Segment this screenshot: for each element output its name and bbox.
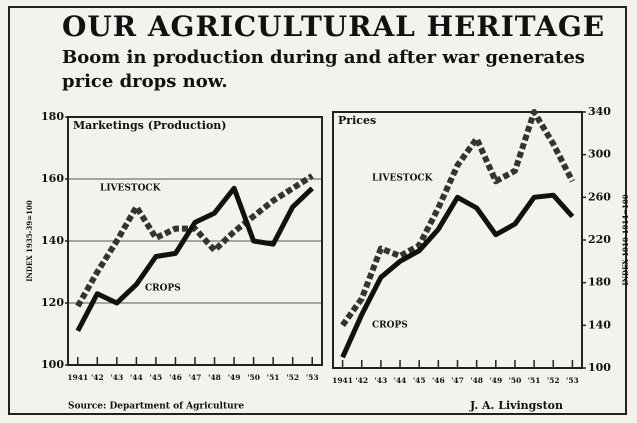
x-tick-label: '53 bbox=[566, 376, 579, 385]
x-tick-label: '46 bbox=[432, 376, 445, 385]
series-line bbox=[343, 112, 573, 325]
x-tick-label: '44 bbox=[130, 373, 143, 382]
y-tick-label: 120 bbox=[41, 296, 64, 309]
y-axis-label: INDEX 1935-39=100 bbox=[25, 200, 34, 282]
x-tick-label: '49 bbox=[489, 376, 502, 385]
x-tick-label: '50 bbox=[247, 373, 260, 382]
series-line bbox=[343, 195, 573, 357]
series-line bbox=[78, 188, 312, 331]
plot-frame bbox=[333, 112, 582, 368]
panel-title: Prices bbox=[338, 114, 376, 127]
y-tick-label: 180 bbox=[41, 110, 64, 123]
x-tick-label: '53 bbox=[306, 373, 319, 382]
y-tick-label: 140 bbox=[588, 318, 611, 331]
x-tick-label: '47 bbox=[189, 373, 202, 382]
x-tick-label: '43 bbox=[110, 373, 123, 382]
y-tick-label: 160 bbox=[41, 172, 64, 185]
x-tick-label: '51 bbox=[267, 373, 280, 382]
x-tick-label: '46 bbox=[169, 373, 182, 382]
y-axis-label: INDEX 1910-1914=100 bbox=[621, 194, 630, 285]
x-tick-label: '42 bbox=[355, 376, 368, 385]
x-tick-label: '44 bbox=[394, 376, 407, 385]
y-tick-label: 340 bbox=[588, 105, 611, 118]
x-tick-label: 1941 bbox=[332, 376, 353, 385]
source: Source: Department of Agriculture bbox=[68, 402, 244, 412]
x-tick-label: '50 bbox=[509, 376, 522, 385]
series-label: CROPS bbox=[372, 321, 408, 331]
x-tick-label: '52 bbox=[547, 376, 560, 385]
panel-title: Marketings (Production) bbox=[73, 119, 226, 132]
series-label: LIVESTOCK bbox=[372, 174, 434, 184]
y-tick-label: 100 bbox=[588, 361, 611, 374]
x-tick-label: '43 bbox=[375, 376, 388, 385]
y-tick-label: 220 bbox=[588, 233, 611, 246]
x-tick-label: '45 bbox=[413, 376, 426, 385]
series-label: CROPS bbox=[145, 284, 181, 294]
x-tick-label: '48 bbox=[470, 376, 483, 385]
y-tick-label: 140 bbox=[41, 234, 64, 247]
series-label: LIVESTOCK bbox=[100, 184, 162, 194]
credit: J. A. Livingston bbox=[469, 399, 563, 412]
y-tick-label: 300 bbox=[588, 148, 611, 161]
x-tick-label: '52 bbox=[286, 373, 299, 382]
y-tick-label: 100 bbox=[41, 358, 64, 371]
x-tick-label: '45 bbox=[150, 373, 163, 382]
page: {"title": "OUR AGRICULTURAL HERITAGE", "… bbox=[0, 0, 637, 423]
x-tick-label: '47 bbox=[451, 376, 464, 385]
x-tick-label: '49 bbox=[228, 373, 241, 382]
x-tick-label: '51 bbox=[528, 376, 541, 385]
x-tick-label: '42 bbox=[91, 373, 104, 382]
charts: Source: Department of Agriculture J. A. … bbox=[0, 0, 637, 423]
y-tick-label: 260 bbox=[588, 190, 611, 203]
y-tick-label: 180 bbox=[588, 276, 611, 289]
x-tick-label: '48 bbox=[208, 373, 221, 382]
x-tick-label: 1941 bbox=[67, 373, 88, 382]
